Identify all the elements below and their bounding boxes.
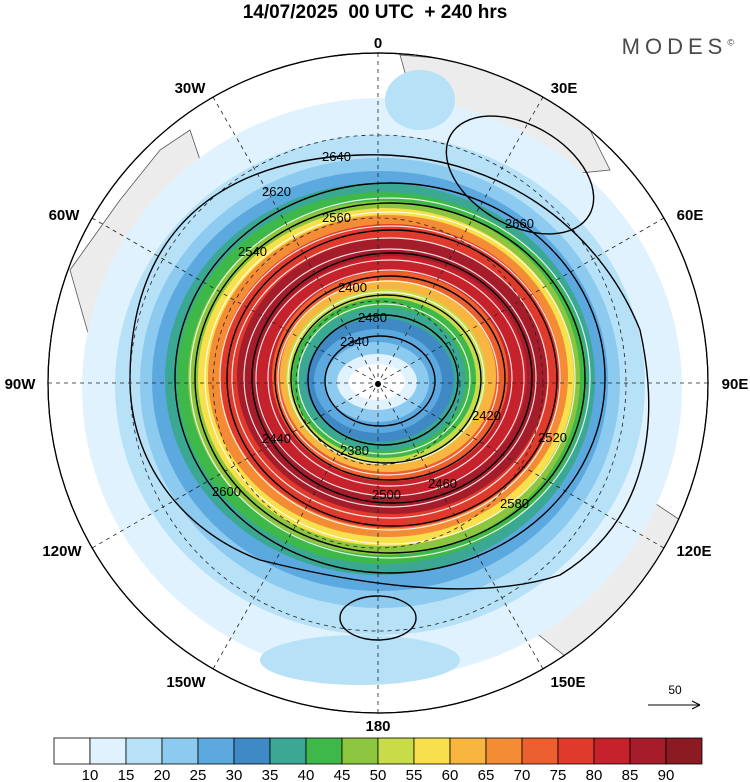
brand-logo: MODES© — [622, 34, 734, 60]
colorbar-swatch — [89, 737, 127, 765]
colorbar-tick-label: 70 — [514, 767, 531, 782]
contour-labels: 2640 2620 2560 2660 2400 2340 2380 2440 … — [212, 149, 567, 511]
contour-label: 2520 — [538, 430, 567, 445]
colorbar-tick-label: 65 — [478, 767, 495, 782]
lon-label-30w: 30W — [175, 80, 207, 97]
colorbar-swatch — [341, 737, 379, 765]
colorbar-swatch — [233, 737, 271, 765]
colorbar-tick-label: 90 — [658, 767, 675, 782]
brand-name: MODES — [621, 34, 728, 59]
lon-label-150e: 150E — [550, 674, 585, 691]
lon-label-90e: 90E — [722, 376, 749, 393]
colorbar-tick-label: 15 — [118, 767, 135, 782]
contour-label: 2420 — [472, 408, 501, 423]
colorbar-swatch — [305, 737, 343, 765]
contour-label: 2440 — [262, 431, 291, 446]
lon-label-60e: 60E — [677, 207, 704, 224]
colorbar-tick-label: 55 — [406, 767, 423, 782]
colorbar-tick-label: 80 — [586, 767, 603, 782]
map-outline — [47, 52, 709, 714]
lon-label-0: 0 — [374, 35, 382, 52]
wind-reference: 50 — [648, 683, 701, 710]
colorbar-swatch — [629, 737, 667, 765]
lon-label-150w: 150W — [166, 674, 206, 691]
colorbar-tick-label: 50 — [370, 767, 387, 782]
colorbar-swatch — [593, 737, 631, 765]
contour-label: 2580 — [500, 496, 529, 511]
colorbar-tick-label: 10 — [82, 767, 99, 782]
contour-label: 2380 — [340, 443, 369, 458]
page-title: 14/07/2025 00 UTC + 240 hrs — [242, 2, 508, 23]
contour-label: 2460 — [428, 476, 457, 491]
contour-2640 — [129, 154, 650, 590]
contour-label: 2640 — [322, 149, 351, 164]
colorbar-tick-label: 60 — [442, 767, 459, 782]
colorbar-swatch — [557, 737, 595, 765]
colorbar-swatch — [197, 737, 235, 765]
longitude-labels: 0 30E 60E 90E 120E 150E 180 150W 120W 90… — [5, 35, 749, 735]
colorbar-tick-label: 30 — [226, 767, 243, 782]
height-contours — [129, 115, 650, 641]
contour-label: 2500 — [372, 487, 401, 502]
lon-label-30e: 30E — [551, 80, 578, 97]
colorbar-tick-label: 20 — [154, 767, 171, 782]
contour-label: 2480 — [358, 310, 387, 325]
colorbar-swatch — [449, 737, 487, 765]
colorbar: 10 15 20 25 30 35 40 45 50 55 60 65 70 75 80 85 90 — [53, 737, 703, 782]
lon-label-180: 180 — [365, 718, 390, 735]
lon-label-120w: 120W — [42, 543, 82, 560]
colorbar-tick-label: 25 — [190, 767, 207, 782]
colorbar-swatch — [521, 737, 559, 765]
colorbar-swatch — [485, 737, 523, 765]
colorbar-swatch — [413, 737, 451, 765]
colorbar-swatch — [125, 737, 163, 765]
colorbar-tick-label: 35 — [262, 767, 279, 782]
colorbar-tick-label: 45 — [334, 767, 351, 782]
colorbar-tick-label: 40 — [298, 767, 315, 782]
wind-streamlines — [189, 197, 591, 559]
contour-label: 2600 — [212, 484, 241, 499]
contour-label: 2340 — [340, 334, 369, 349]
pole-marker — [375, 381, 381, 387]
contour-label: 2400 — [338, 280, 367, 295]
lon-label-60w: 60W — [49, 207, 81, 224]
colorbar-swatch — [269, 737, 307, 765]
lon-label-120e: 120E — [676, 543, 711, 560]
colorbar-tick-label: 85 — [622, 767, 639, 782]
contour-label: 2540 — [238, 244, 267, 259]
colorbar-swatch — [53, 737, 91, 765]
contour-2660-high — [445, 115, 595, 235]
wind-reference-label: 50 — [668, 683, 682, 697]
colorbar-swatch — [377, 737, 415, 765]
colorbar-tick-label: 75 — [550, 767, 567, 782]
contour-label: 2660 — [505, 216, 534, 231]
wind-reference-arrowhead — [691, 700, 701, 710]
contour-label: 2620 — [262, 184, 291, 199]
colorbar-swatch — [161, 737, 199, 765]
colorbar-swatch — [665, 737, 703, 765]
lon-label-90w: 90W — [5, 376, 37, 393]
brand-mark: © — [727, 37, 734, 48]
contour-label: 2560 — [322, 210, 351, 225]
